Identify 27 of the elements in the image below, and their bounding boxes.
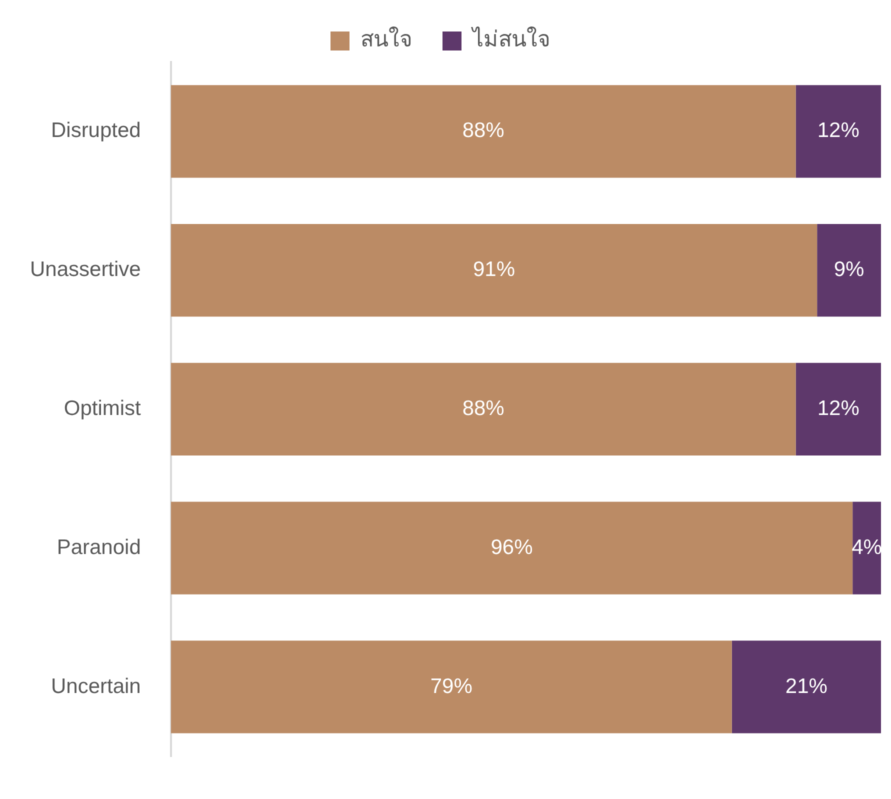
bar <box>796 85 881 178</box>
bar <box>170 502 853 594</box>
data-label: 88% <box>462 396 504 420</box>
bar <box>170 640 732 734</box>
y-tick-label: Uncertain <box>50 674 141 698</box>
y-tick-label: Disrupted <box>50 119 141 142</box>
y-tick-label: Paranoid <box>56 536 141 559</box>
bar <box>796 362 881 456</box>
legend-label: ไม่สนใจ <box>470 26 550 53</box>
data-label: 91% <box>472 258 515 282</box>
bar <box>817 224 881 317</box>
data-label: 12% <box>817 119 860 142</box>
legend-label: สนใจ <box>360 26 412 53</box>
bar <box>732 640 881 734</box>
data-label: 4% <box>852 536 882 559</box>
y-tick-label: Optimist <box>64 396 142 420</box>
bar <box>170 224 818 317</box>
data-label: 96% <box>490 536 533 559</box>
data-label: 12% <box>817 396 860 420</box>
bar <box>170 362 796 456</box>
data-label: 79% <box>430 674 472 698</box>
bar <box>852 502 881 594</box>
data-label: 9% <box>834 258 864 282</box>
data-label: 88% <box>462 119 504 142</box>
data-label: 21% <box>785 674 828 698</box>
bar <box>170 85 796 178</box>
y-tick-label: Unassertive <box>30 258 141 282</box>
